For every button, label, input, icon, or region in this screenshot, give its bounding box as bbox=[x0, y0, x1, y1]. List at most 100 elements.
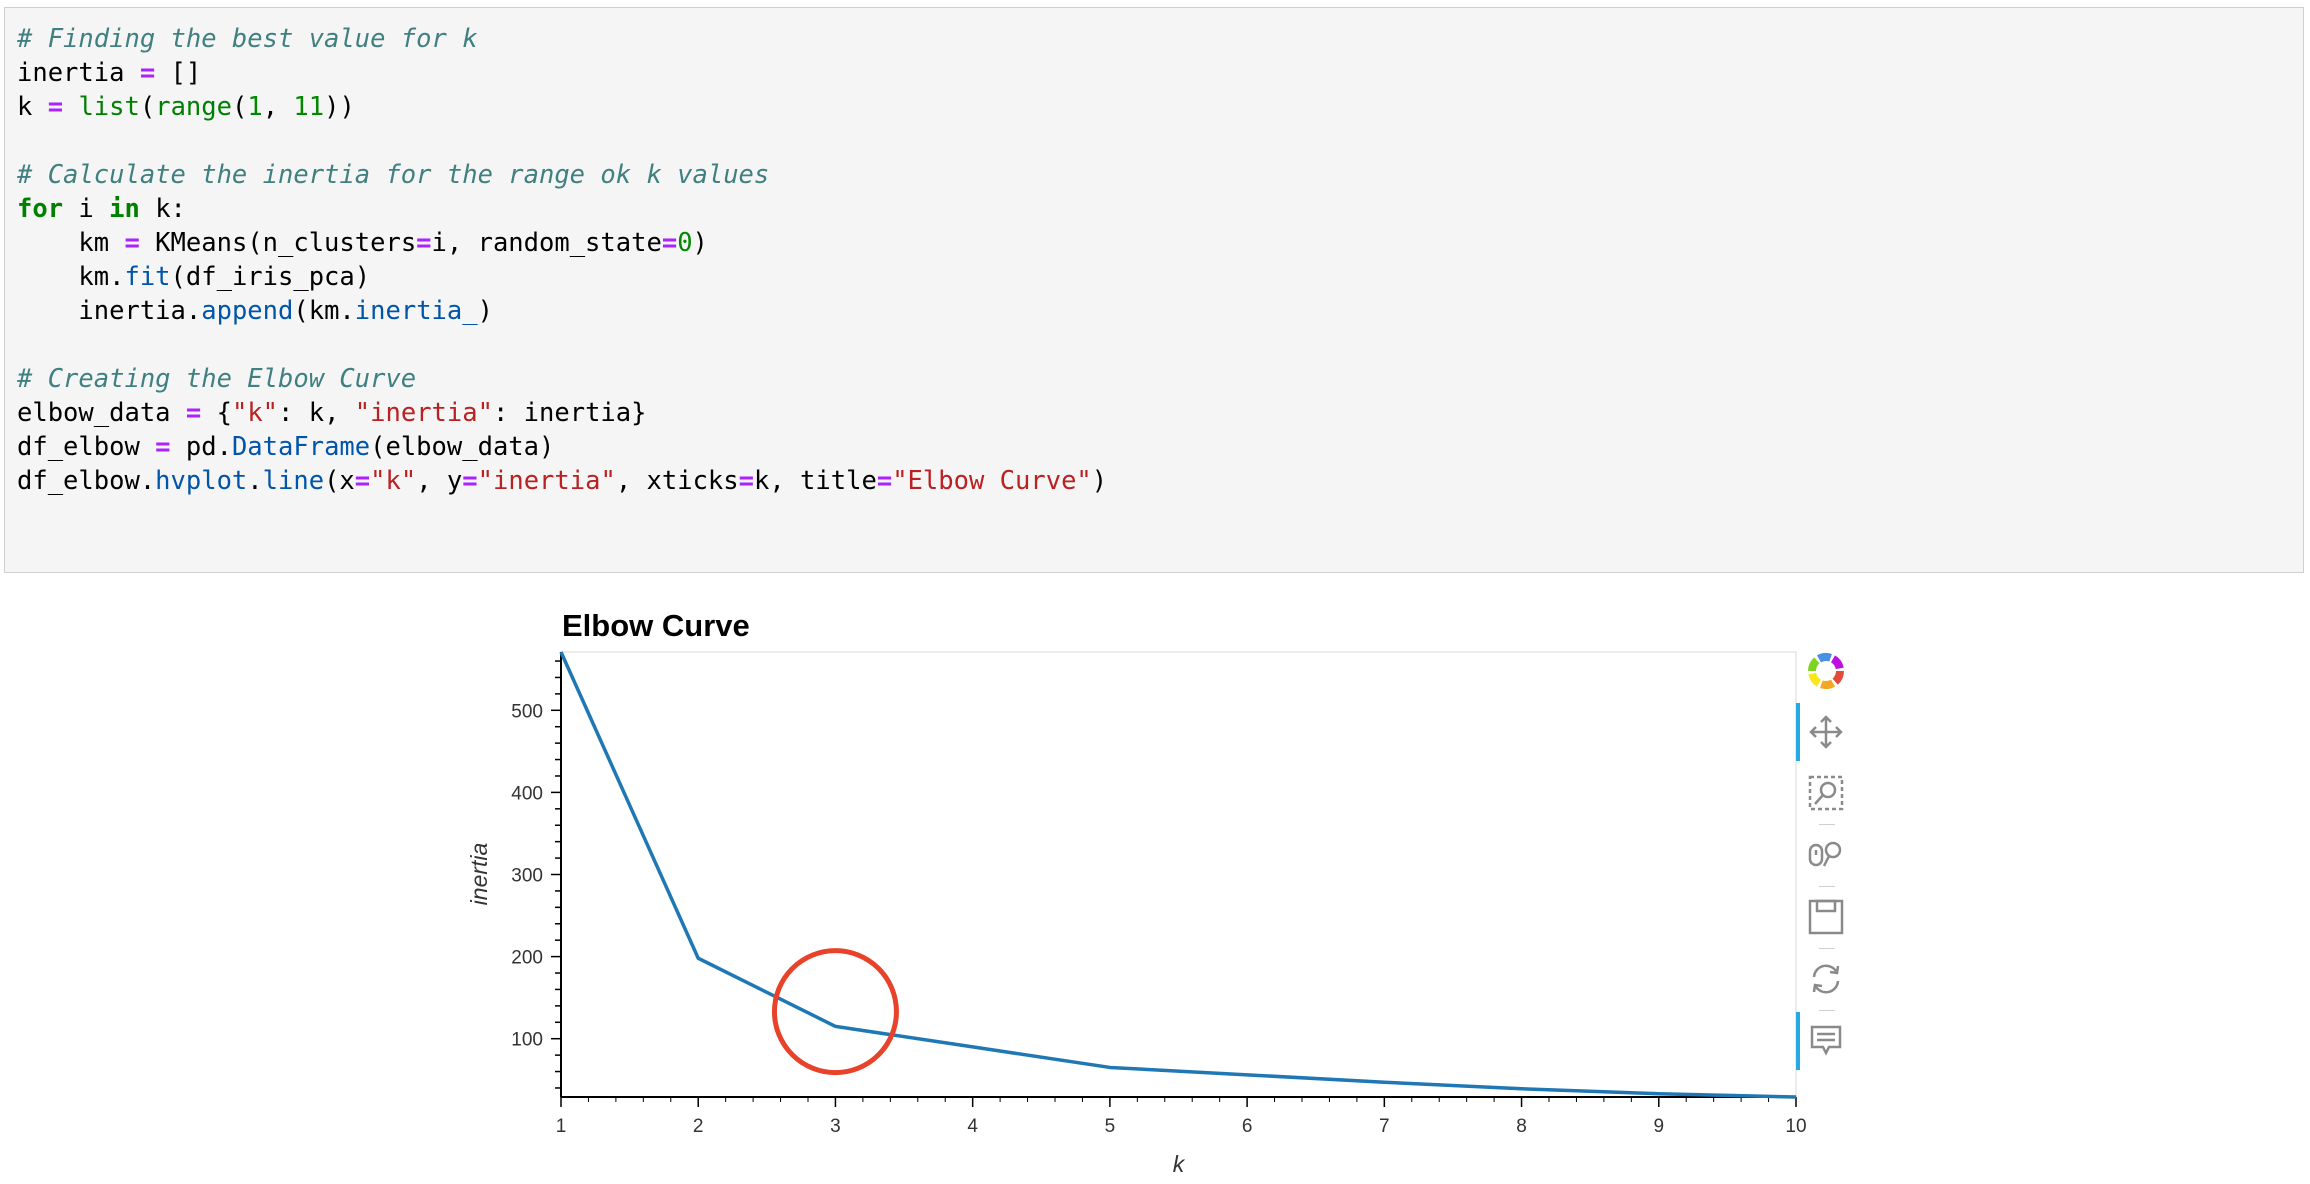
y-tick-label: 100 bbox=[511, 1030, 543, 1051]
code-token: = bbox=[354, 466, 371, 496]
code-line: k = list(range(1, 11)) bbox=[17, 90, 1107, 124]
code-line: # Finding the best value for k bbox=[17, 22, 1107, 56]
code-token: "Elbow Curve" bbox=[892, 466, 1092, 496]
code-line: elbow_data = {"k": k, "inertia": inertia… bbox=[17, 396, 1107, 430]
code-line: inertia.append(km.inertia_) bbox=[17, 294, 1107, 328]
code-token: inertia. bbox=[17, 296, 202, 326]
code-token: = bbox=[124, 228, 140, 258]
code-token: list bbox=[78, 92, 140, 122]
bokeh-logo-icon[interactable] bbox=[1796, 646, 1856, 696]
code-line bbox=[17, 124, 1107, 158]
code-token: = bbox=[47, 92, 64, 122]
code-token: : k, bbox=[278, 398, 355, 428]
code-token bbox=[63, 92, 78, 122]
code-token: = bbox=[876, 466, 893, 496]
code-line: for i in k: bbox=[17, 192, 1107, 226]
code-line: df_elbow.hvplot.line(x="k", y="inertia",… bbox=[17, 464, 1107, 498]
code-token: ( bbox=[139, 92, 156, 122]
code-token: fit bbox=[124, 262, 171, 292]
plot-toolbar bbox=[1796, 646, 1856, 1076]
y-tick-label: 400 bbox=[511, 783, 543, 804]
code-line: df_elbow = pd.DataFrame(elbow_data) bbox=[17, 430, 1107, 464]
code-token: ( bbox=[231, 92, 248, 122]
x-tick-label: 7 bbox=[1379, 1116, 1390, 1137]
reset-icon[interactable] bbox=[1796, 954, 1856, 1004]
code-token: km bbox=[17, 228, 125, 258]
code-token: # Creating the Elbow Curve bbox=[17, 364, 417, 394]
code-token: DataFrame bbox=[231, 432, 371, 462]
x-tick-label: 1 bbox=[556, 1116, 567, 1137]
code-token: line bbox=[262, 466, 325, 496]
code-token: "k" bbox=[231, 398, 279, 428]
code-token: "inertia" bbox=[354, 398, 493, 428]
code-token: , y bbox=[416, 466, 463, 496]
code-cell[interactable]: # Finding the best value for k inertia = … bbox=[4, 7, 2304, 573]
x-tick-label: 5 bbox=[1105, 1116, 1116, 1137]
code-token: hvplot bbox=[155, 466, 248, 496]
wheel-zoom-icon[interactable] bbox=[1796, 830, 1856, 880]
y-tick-label: 200 bbox=[511, 948, 543, 969]
code-token: = bbox=[185, 398, 202, 428]
code-line: km = KMeans(n_clusters=i, random_state=0… bbox=[17, 226, 1107, 260]
code-token: ) bbox=[1091, 466, 1108, 496]
code-token: k, title bbox=[754, 466, 877, 496]
code-token: = bbox=[155, 432, 171, 462]
plot-frame bbox=[560, 651, 1797, 1098]
code-token: inertia_ bbox=[354, 296, 478, 326]
code-token: ) bbox=[692, 228, 708, 258]
box-zoom-icon[interactable] bbox=[1796, 768, 1856, 818]
code-editor[interactable]: # Finding the best value for k inertia = … bbox=[17, 22, 1107, 498]
x-tick-label: 3 bbox=[830, 1116, 841, 1137]
code-line: km.fit(df_iris_pca) bbox=[17, 260, 1107, 294]
code-token: k bbox=[17, 92, 48, 122]
code-token: . bbox=[247, 466, 263, 496]
code-line: inertia = [] bbox=[17, 56, 1107, 90]
code-token: KMeans(n_clusters bbox=[139, 228, 417, 258]
code-token: i, random_state bbox=[431, 228, 662, 258]
code-token: # Calculate the inertia for the range ok… bbox=[17, 160, 770, 190]
x-tick-label: 8 bbox=[1516, 1116, 1527, 1137]
pan-icon[interactable] bbox=[1796, 703, 1856, 761]
code-token: = bbox=[416, 228, 432, 258]
code-token: { bbox=[201, 398, 232, 428]
x-tick-label: 10 bbox=[1785, 1116, 1806, 1137]
y-tick-label: 500 bbox=[511, 701, 543, 722]
code-token: df_elbow bbox=[17, 432, 156, 462]
x-tick-label: 2 bbox=[693, 1116, 704, 1137]
inertia-line bbox=[559, 651, 1797, 1099]
code-token: inertia bbox=[17, 58, 140, 88]
x-tick-label: 4 bbox=[967, 1116, 978, 1137]
code-token: : inertia} bbox=[492, 398, 647, 428]
code-token: ) bbox=[477, 296, 493, 326]
code-token: (df_iris_pca) bbox=[170, 262, 371, 292]
code-token: = bbox=[738, 466, 754, 496]
highlight-circle bbox=[771, 948, 899, 1076]
y-tick-label: 300 bbox=[511, 866, 543, 887]
code-token: # Finding the best value for k bbox=[17, 24, 478, 54]
save-icon[interactable] bbox=[1796, 892, 1856, 942]
code-line: # Creating the Elbow Curve bbox=[17, 362, 1107, 396]
code-token: 0 bbox=[677, 228, 693, 258]
code-token: df_elbow. bbox=[17, 466, 156, 496]
y-axis-label: inertia bbox=[466, 843, 492, 906]
code-token: (km. bbox=[293, 296, 355, 326]
code-token: "k" bbox=[370, 466, 417, 496]
code-token: )) bbox=[324, 92, 355, 122]
code-token: , xticks bbox=[615, 466, 739, 496]
x-tick-label: 9 bbox=[1653, 1116, 1664, 1137]
x-tick-label: 6 bbox=[1242, 1116, 1253, 1137]
code-token: [] bbox=[155, 58, 202, 88]
code-token: i bbox=[63, 194, 110, 224]
code-token: 1 bbox=[247, 92, 263, 122]
code-token: for bbox=[17, 194, 64, 224]
hover-icon[interactable] bbox=[1796, 1012, 1856, 1070]
code-token: , bbox=[262, 92, 294, 122]
code-token: = bbox=[139, 58, 156, 88]
code-token: "inertia" bbox=[477, 466, 616, 496]
code-token: km. bbox=[17, 262, 125, 292]
code-token: in bbox=[109, 194, 140, 224]
chart-title: Elbow Curve bbox=[562, 608, 750, 643]
x-axis-label: k bbox=[1173, 1151, 1186, 1177]
code-token: = bbox=[661, 228, 678, 258]
